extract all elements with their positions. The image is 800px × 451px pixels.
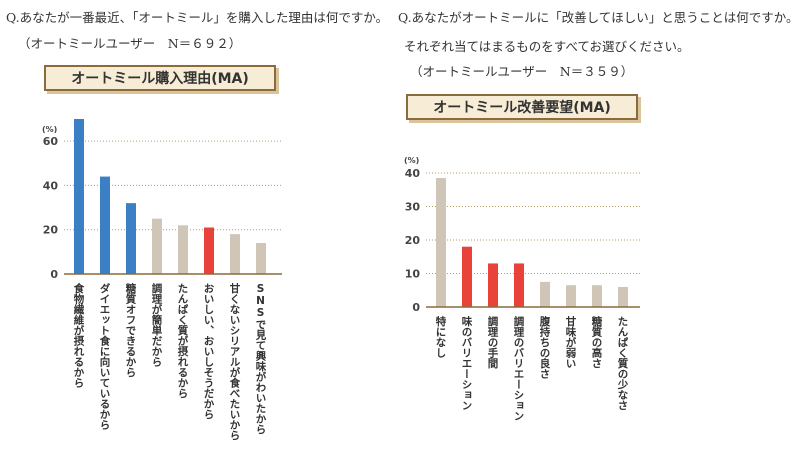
- y-tick-label: 40: [43, 179, 59, 192]
- bar: [152, 218, 162, 274]
- y-tick-label: 60: [43, 135, 59, 148]
- left-chart-title: オートミール購入理由(MA): [44, 65, 276, 91]
- bar: [230, 234, 240, 274]
- category-label: たんぱく質が摂れるから: [176, 283, 189, 399]
- right-instruction: それぞれ当てはまるものをすべてお選びください。: [404, 39, 690, 54]
- y-tick-label: 0: [50, 268, 58, 281]
- bar: [514, 263, 524, 307]
- category-label: 糖質オフできるから: [124, 283, 137, 378]
- category-label: 食物繊維が摂れるから: [72, 283, 85, 388]
- category-label: 腹持ちの良さ: [538, 316, 551, 379]
- bar: [566, 285, 576, 307]
- category-label: 糖質の高さ: [590, 316, 603, 369]
- y-tick-label: 20: [405, 234, 421, 247]
- right-question: Q.あなたがオートミールに「改善してほしい」と思うことは何ですか。: [398, 10, 799, 25]
- bar: [178, 225, 188, 274]
- bar: [100, 176, 110, 274]
- category-label: 特になし: [434, 316, 447, 358]
- category-label: 味のバリエーション: [460, 316, 473, 411]
- bar: [618, 286, 628, 307]
- bar: [592, 285, 602, 307]
- bar: [540, 281, 550, 307]
- y-tick-label: 10: [405, 268, 421, 281]
- bar: [488, 263, 498, 307]
- bar: [74, 119, 84, 274]
- y-tick-label: 30: [405, 201, 421, 214]
- right-chart-title: オートミール改善要望(MA): [406, 94, 638, 120]
- y-tick-label: 0: [412, 301, 420, 314]
- bar: [204, 227, 214, 274]
- left-question: Q.あなたが一番最近、「オートミール」を購入した理由は何ですか。: [6, 10, 389, 25]
- category-label: 甘味が弱い: [564, 316, 577, 369]
- category-label: 甘くないシリアルが食べたいから: [228, 283, 241, 441]
- y-tick-label: 20: [43, 224, 59, 237]
- bar: [462, 246, 472, 307]
- bar: [256, 243, 266, 274]
- y-unit-label: (%): [404, 156, 419, 165]
- category-label: ダイエット食に向いているから: [98, 283, 111, 430]
- bar: [126, 203, 136, 274]
- y-unit-label: (%): [42, 125, 57, 134]
- category-label: SNSで見て興味がわいたから: [254, 283, 267, 435]
- bar: [436, 178, 446, 307]
- y-tick-label: 40: [405, 167, 421, 180]
- category-label: 調理が簡単だから: [150, 283, 163, 367]
- category-label: おいしい、おいしそうだから: [202, 283, 215, 420]
- right-respondents: （オートミールユーザー N＝３５９）: [410, 64, 634, 79]
- left-respondents: （オートミールユーザー N＝６９２）: [18, 36, 242, 51]
- category-label: 調理のバリエーション: [512, 316, 525, 421]
- category-label: たんぱく質の少なさ: [616, 316, 629, 411]
- category-label: 調理の手間: [486, 316, 499, 369]
